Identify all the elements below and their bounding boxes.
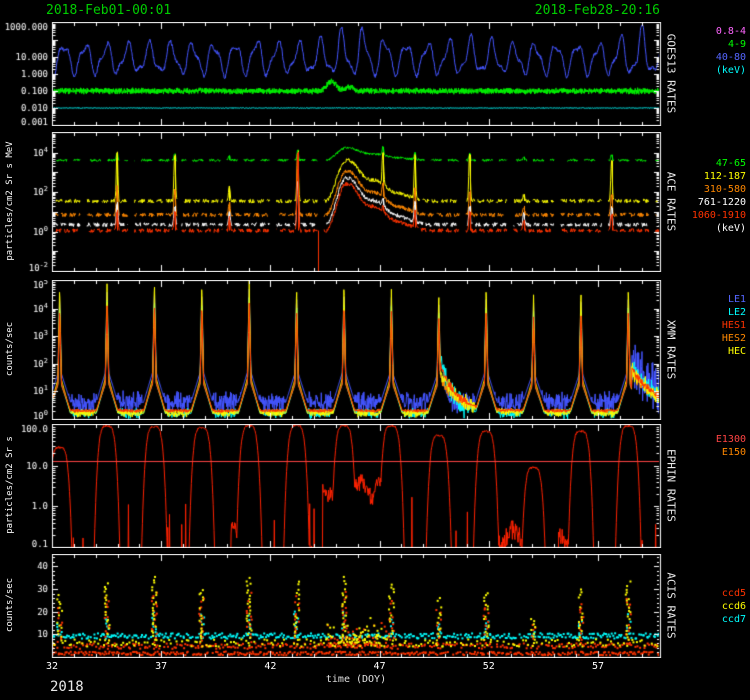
- legend-ace-rates-310-580: 310-580: [703, 184, 746, 195]
- acis-rates-plot: [0, 554, 664, 658]
- legend-acis-rates-ccd7: ccd7: [721, 614, 746, 625]
- xmm-rates-plot: [0, 280, 664, 420]
- x-tick-label-42: 42: [264, 661, 277, 672]
- legend-goes13-rates-4-9: 4-9: [727, 39, 746, 50]
- goes13-rates-plot: [0, 22, 664, 126]
- y-axis-label-ace-rates: particles/cm2 Sr s MeV: [5, 141, 15, 261]
- y-axis-label-acis-rates: counts/sec: [5, 577, 15, 633]
- x-axis-title: time (DOY): [325, 674, 387, 685]
- x-tick-label-47: 47: [373, 661, 386, 672]
- x-tick-label-32: 32: [45, 661, 59, 672]
- legend-goes13-rates-kev: (keV): [715, 65, 746, 76]
- x-tick-label-57: 57: [591, 661, 604, 672]
- legend-xmm-rates-hec: HEC: [727, 346, 746, 357]
- legend-ace-rates-47-65: 47-65: [715, 158, 746, 169]
- ephin-rates-plot: [0, 424, 664, 548]
- x-tick-label-52: 52: [482, 661, 495, 672]
- legend-ephin-rates-e150: E150: [721, 447, 746, 458]
- legend-xmm-rates-hes2: HES2: [721, 333, 746, 344]
- legend-acis-rates-ccd6: ccd6: [721, 601, 746, 612]
- legend-ace-rates-1060-1910: 1060-1910: [691, 210, 746, 221]
- legend-xmm-rates-le2: LE2: [727, 307, 746, 318]
- legend-goes13-rates-0-8-4: 0.8-4: [715, 26, 746, 37]
- legend-ace-rates-761-1220: 761-1220: [697, 197, 746, 208]
- plot-start-date: 2018-Feb01-00:01: [46, 3, 172, 18]
- x-axis-year-label: 2018: [50, 679, 84, 695]
- legend-ace-rates-kev: (keV): [715, 223, 746, 234]
- legend-goes13-rates-40-80: 40-80: [715, 52, 746, 63]
- legend-ace-rates-112-187: 112-187: [703, 171, 746, 182]
- x-tick-label-37: 37: [155, 661, 168, 672]
- legend-acis-rates-ccd5: ccd5: [721, 588, 746, 599]
- ace-rates-plot: [0, 132, 664, 272]
- legend-xmm-rates-hes1: HES1: [721, 320, 746, 331]
- legend-xmm-rates-le1: LE1: [727, 294, 746, 305]
- plot-end-date: 2018-Feb28-20:16: [534, 3, 660, 18]
- legend-ephin-rates-e1300: E1300: [715, 434, 746, 445]
